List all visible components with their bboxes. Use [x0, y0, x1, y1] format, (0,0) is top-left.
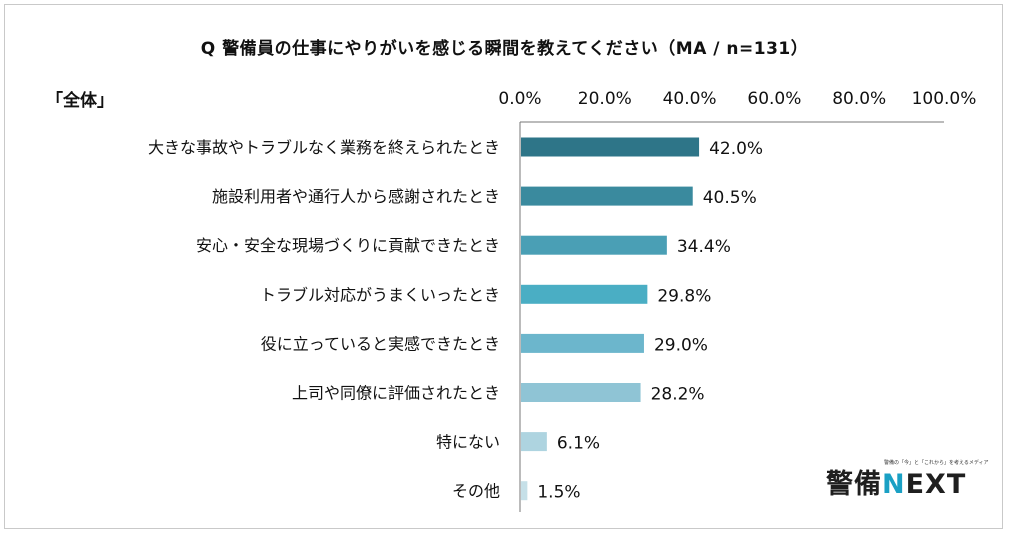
x-tick-label: 60.0%: [747, 89, 801, 109]
category-label: トラブル対応がうまくいったとき: [260, 285, 500, 304]
bar: [521, 481, 528, 501]
bar: [521, 235, 667, 255]
chart-title: Q 警備員の仕事にやりがいを感じる瞬間を教えてください（MA / n=131）: [200, 39, 809, 59]
bar: [521, 432, 547, 452]
bar: [521, 383, 641, 402]
logo-tagline: 警備の「今」と「これから」を考えるメディア: [884, 460, 989, 466]
category-label: 特にない: [436, 433, 500, 452]
bar: [521, 186, 693, 206]
x-tick-label: 20.0%: [578, 89, 632, 109]
category-label: その他: [452, 482, 500, 501]
brand-logo: 警備NEXT 警備の「今」と「これから」を考えるメディア: [826, 456, 989, 500]
category-label: 大きな事故やトラブルなく業務を終えられたとき: [148, 138, 500, 157]
category-label: 施設利用者や通行人から感謝されたとき: [212, 187, 500, 206]
category-label: 安心・安全な現場づくりに貢献できたとき: [196, 236, 500, 255]
data-label: 28.2%: [651, 385, 705, 405]
bar: [521, 284, 648, 304]
group-label: 「全体」: [46, 91, 114, 111]
bar: [521, 137, 700, 157]
chart-frame: [4, 4, 1003, 529]
bar: [521, 333, 644, 353]
data-label: 6.1%: [557, 434, 600, 454]
data-label: 29.8%: [657, 286, 711, 306]
x-tick-label: 0.0%: [498, 89, 541, 109]
category-label: 役に立っていると実感できたとき: [261, 334, 500, 353]
data-label: 34.4%: [677, 237, 731, 257]
data-label: 1.5%: [537, 483, 580, 503]
x-tick-label: 40.0%: [663, 89, 717, 109]
data-label: 29.0%: [654, 335, 708, 355]
x-tick-label: 80.0%: [832, 89, 886, 109]
x-tick-label: 100.0%: [912, 89, 977, 109]
data-label: 40.5%: [703, 188, 757, 208]
data-label: 42.0%: [709, 139, 763, 159]
logo-wordmark: 警備NEXT: [826, 469, 967, 500]
category-label: 上司や同僚に評価されたとき: [292, 384, 500, 403]
